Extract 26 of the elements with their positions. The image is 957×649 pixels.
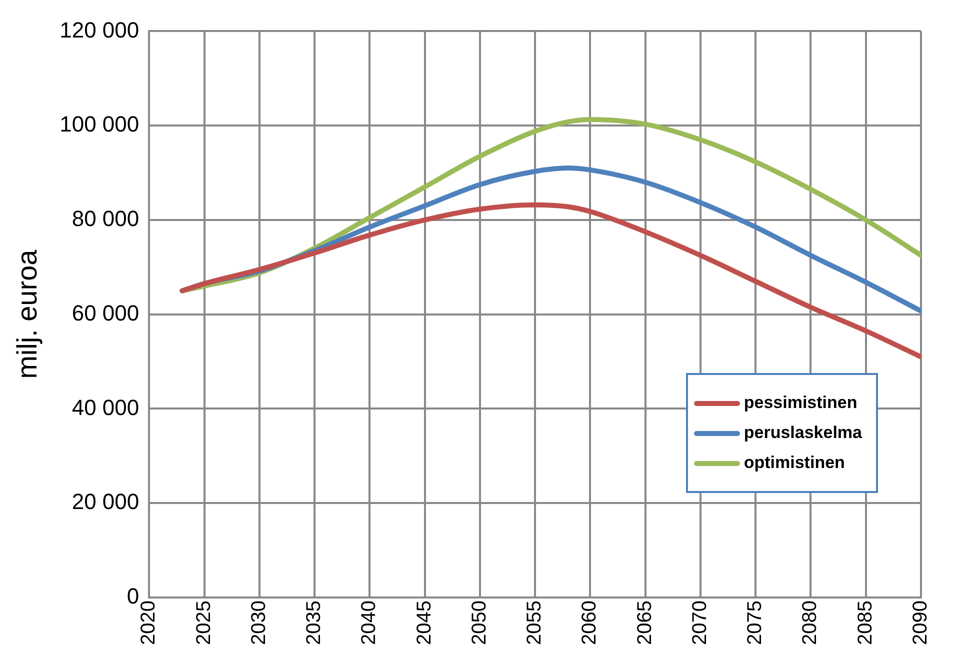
legend-label: peruslaskelma [744, 423, 862, 443]
y-tick-label: 120 000 [60, 17, 140, 42]
y-tick-label: 100 000 [60, 112, 140, 137]
y-tick-label: 80 000 [72, 206, 140, 232]
x-tick-label: 2065 [634, 600, 656, 646]
y-tick-label: 60 000 [72, 300, 140, 326]
x-tick-label: 2050 [468, 600, 490, 646]
x-tick-label: 2080 [799, 600, 822, 646]
x-tick-label: 2040 [358, 600, 380, 646]
y-tick-label: 20 000 [72, 489, 140, 514]
x-tick-label: 2090 [910, 600, 932, 646]
legend-label: pessimistinen [744, 393, 858, 413]
x-tick-label: 2070 [688, 600, 711, 646]
x-tick-label: 2085 [854, 600, 876, 646]
x-tick-label: 2045 [413, 600, 436, 646]
x-tick-label: 2060 [578, 600, 601, 646]
y-tick-label: 40 000 [72, 394, 140, 420]
x-tick-label: 2025 [192, 600, 215, 646]
x-tick-label: 2055 [524, 600, 546, 646]
x-tick-label: 2035 [303, 600, 326, 646]
x-tick-label: 2075 [744, 600, 766, 646]
y-axis-title: milj. euroa [12, 249, 43, 379]
legend-label: optimistinen [744, 453, 845, 473]
x-tick-label: 2030 [248, 600, 270, 646]
x-tick-label: 2020 [138, 600, 160, 646]
y-tick-label: 0 [126, 584, 140, 609]
